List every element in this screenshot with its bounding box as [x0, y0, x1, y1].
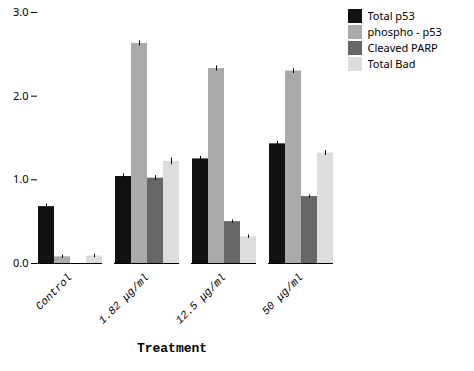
svg-text:50 μg/ml: 50 μg/ml: [260, 271, 306, 317]
svg-text:0.0: 0.0: [13, 255, 29, 270]
html-text:Cleaved PARP: Cleaved PARP: [367, 40, 438, 55]
html-text:Total Bad: Total Bad: [367, 56, 416, 71]
svg-text:1.82 μg/ml: 1.82 μg/ml: [96, 271, 151, 326]
svg-text:1.0: 1.0: [13, 171, 29, 186]
svg-text:Control: Control: [33, 271, 74, 312]
html-text:Total p53: Total p53: [367, 8, 415, 23]
html-text:phospho - p53: phospho - p53: [367, 24, 442, 39]
html-text:Treatment: Treatment: [136, 341, 208, 356]
svg-text:12.5 μg/ml: 12.5 μg/ml: [173, 271, 228, 326]
svg-text:3.0: 3.0: [13, 4, 29, 19]
svg-text:2.0: 2.0: [13, 88, 29, 103]
